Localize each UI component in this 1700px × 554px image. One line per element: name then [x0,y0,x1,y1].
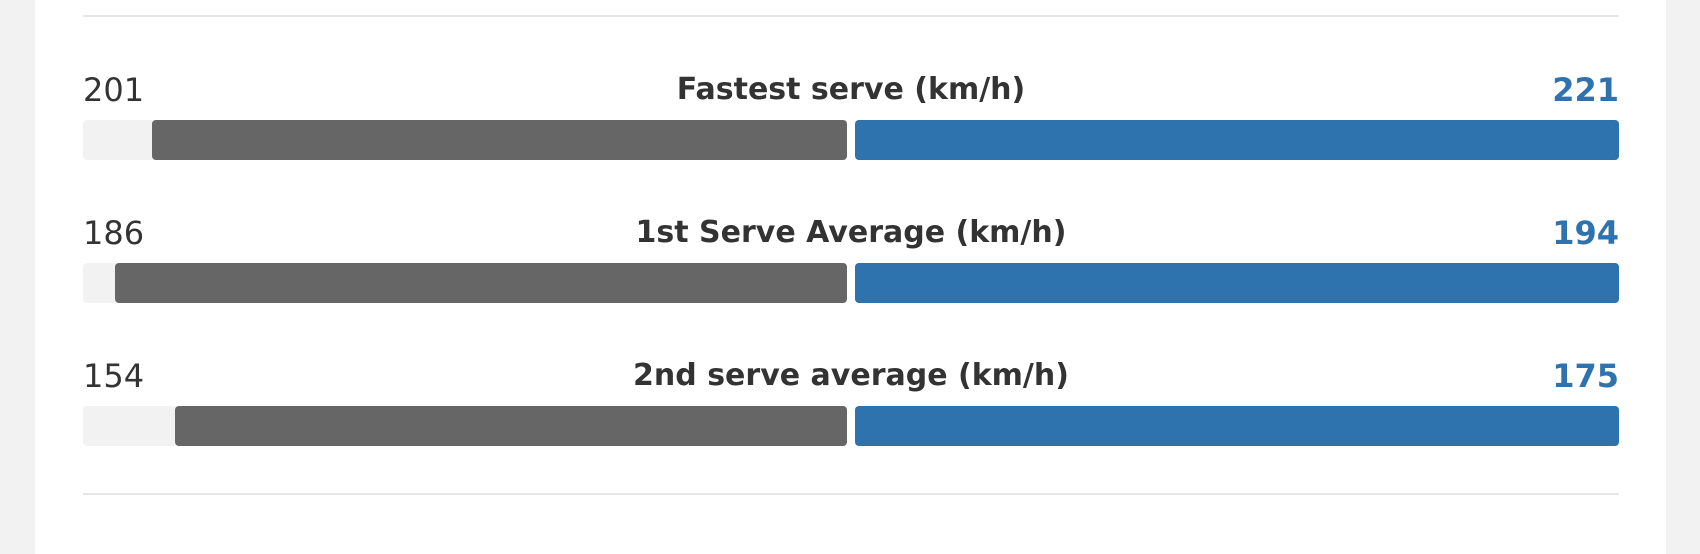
left-player-value: 186 [83,214,145,252]
stat-row-fastest-serve: 201 Fastest serve (km/h) 221 [83,70,1619,160]
right-bar-track [855,406,1619,446]
right-bar-fill [855,120,1619,160]
right-bar-fill [855,263,1619,303]
right-bar-track [855,120,1619,160]
left-bar-fill [174,406,847,446]
left-bar-track [83,263,847,303]
right-player-value: 194 [1552,214,1619,252]
left-bar-track [83,120,847,160]
stat-row-second-serve-average: 154 2nd serve average (km/h) 175 [83,356,1619,446]
stat-title: 2nd serve average (km/h) [633,358,1069,393]
stat-row-first-serve-average: 186 1st Serve Average (km/h) 194 [83,213,1619,303]
left-bar-track [83,406,847,446]
right-player-value: 221 [1552,71,1619,109]
bottom-divider [83,493,1619,495]
stats-card: 201 Fastest serve (km/h) 221 186 1st Ser… [35,0,1666,554]
right-bar-fill [855,406,1619,446]
top-divider [83,15,1619,17]
stat-title: 1st Serve Average (km/h) [635,215,1067,250]
left-bar-fill [152,120,847,160]
right-bar-track [855,263,1619,303]
left-bar-fill [114,263,847,303]
stat-title: Fastest serve (km/h) [676,72,1026,107]
left-player-value: 201 [83,71,145,109]
right-player-value: 175 [1552,357,1619,395]
left-player-value: 154 [83,357,145,395]
